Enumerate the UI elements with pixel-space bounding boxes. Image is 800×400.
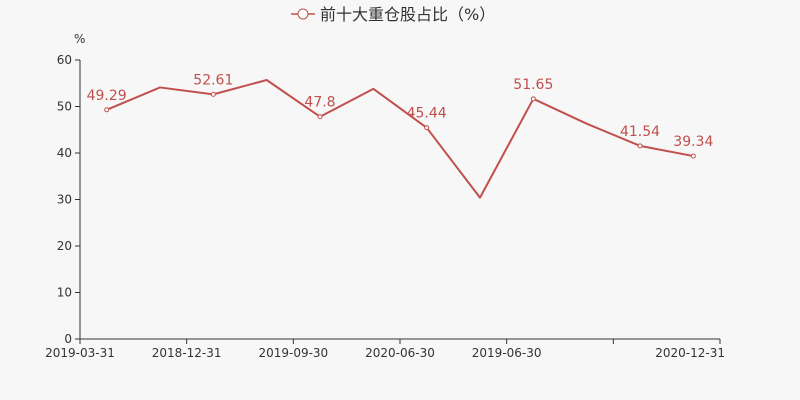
data-point[interactable] — [104, 107, 110, 113]
data-label: 51.65 — [513, 77, 553, 93]
y-tick-label: 30 — [57, 193, 72, 207]
data-point[interactable] — [424, 125, 430, 131]
legend-label: 前十大重仓股占比（%） — [320, 5, 495, 24]
y-tick-label: 40 — [57, 146, 72, 160]
data-label: 47.8 — [304, 95, 335, 111]
data-point[interactable] — [690, 153, 696, 159]
data-label: 39.34 — [673, 134, 713, 150]
data-point[interactable] — [530, 96, 536, 102]
series-layer — [104, 78, 696, 199]
y-tick-label: 20 — [57, 239, 72, 253]
y-tick-label: 50 — [57, 100, 72, 114]
data-point[interactable] — [637, 143, 643, 149]
x-axis: 2019-03-31 2018-12-31 2019-09-30 2020-06-30… — [45, 338, 725, 360]
data-point[interactable] — [317, 114, 323, 120]
data-label: 49.29 — [87, 88, 127, 104]
y-axis-unit-label: % — [74, 32, 85, 46]
series-line — [106, 78, 694, 199]
data-point[interactable] — [210, 91, 216, 97]
legend[interactable]: 前十大重仓股占比（%） — [291, 5, 495, 24]
x-tick-label: 2019-03-31 — [45, 346, 115, 360]
y-tick-label: 10 — [57, 286, 72, 300]
x-tick-label: 2020-06-30 — [365, 346, 435, 360]
y-tick-label: 0 — [64, 332, 72, 346]
x-tick-label: 2018-12-31 — [152, 346, 222, 360]
y-tick-label: 60 — [57, 53, 72, 67]
data-label: 45.44 — [407, 106, 447, 122]
y-axis: 0 10 20 30 40 50 60 — [57, 53, 81, 346]
legend-marker-icon — [297, 8, 309, 20]
x-tick-label: 2019-06-30 — [472, 346, 542, 360]
x-tick-label: 2020-12-31 — [655, 346, 725, 360]
data-label-layer: 49.29 52.61 47.8 45.44 51.65 41.54 39.34 — [87, 72, 714, 150]
data-label: 52.61 — [193, 72, 233, 88]
x-tick-label: 2019-09-30 — [258, 346, 328, 360]
data-label: 41.54 — [620, 124, 660, 140]
